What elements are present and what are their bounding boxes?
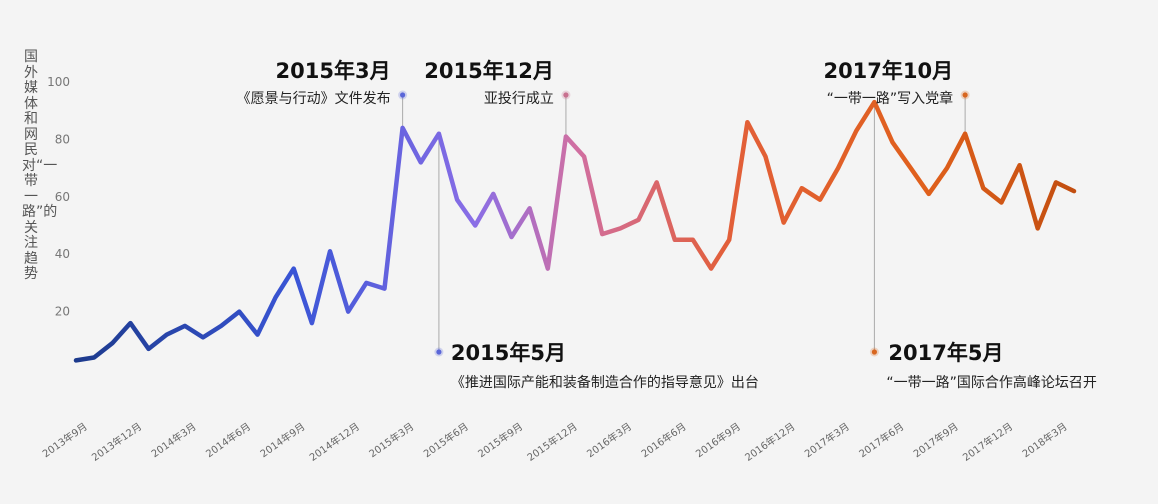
data-point — [273, 295, 277, 299]
y-tick-label: 40 — [55, 247, 70, 261]
x-tick-label: 2014年3月 — [149, 420, 199, 460]
data-point — [564, 134, 568, 138]
data-point — [110, 341, 114, 345]
data-point — [310, 321, 314, 325]
data-point — [255, 332, 259, 336]
data-point — [1036, 226, 1040, 230]
data-point — [364, 281, 368, 285]
data-point — [673, 238, 677, 242]
x-tick-label: 2016年9月 — [693, 420, 743, 460]
data-point — [219, 324, 223, 328]
annotation-title: 2015年12月 — [424, 59, 554, 83]
annotation-desc: “一带一路”国际合作高峰论坛召开 — [886, 374, 1097, 391]
y-tick-label: 20 — [55, 305, 70, 319]
data-point — [727, 238, 731, 242]
data-point — [800, 186, 804, 190]
annotation-title: 2017年10月 — [823, 59, 953, 83]
x-tick-label: 2015年6月 — [421, 420, 471, 460]
data-point — [491, 192, 495, 196]
x-tick-label: 2018年3月 — [1020, 420, 1070, 460]
data-point — [600, 232, 604, 236]
annotation-title: 2017年5月 — [888, 341, 1003, 365]
annotation-desc: 亚投行成立 — [484, 91, 554, 107]
y-tick-label: 80 — [55, 132, 70, 146]
data-point — [781, 220, 785, 224]
x-tick-label: 2015年9月 — [475, 420, 525, 460]
data-point — [146, 347, 150, 351]
y-tick-label: 100 — [47, 75, 70, 89]
data-point — [654, 180, 658, 184]
x-tick-label: 2013年9月 — [40, 420, 90, 460]
data-point — [890, 140, 894, 144]
x-tick-label: 2013年12月 — [89, 420, 144, 464]
x-tick-label: 2014年12月 — [307, 420, 362, 464]
data-point — [927, 192, 931, 196]
series-line — [73, 99, 1077, 363]
data-point — [618, 226, 622, 230]
data-point — [74, 358, 78, 362]
data-point — [165, 332, 169, 336]
data-point — [908, 166, 912, 170]
data-point — [509, 235, 513, 239]
annotation-title: 2015年3月 — [276, 59, 391, 83]
data-point — [382, 286, 386, 290]
data-point — [836, 166, 840, 170]
data-point — [1017, 163, 1021, 167]
data-point — [527, 206, 531, 210]
data-point — [691, 238, 695, 242]
annotation-dot — [962, 92, 968, 98]
annotation-title: 2015年5月 — [451, 341, 566, 365]
data-point — [128, 321, 132, 325]
data-point — [237, 309, 241, 313]
data-point — [292, 266, 296, 270]
x-tick-label: 2017年9月 — [911, 420, 961, 460]
x-tick-label: 2014年9月 — [258, 420, 308, 460]
data-point — [1054, 180, 1058, 184]
y-tick-label: 60 — [55, 190, 70, 204]
annotation-desc: “一带一路”写入党章 — [827, 90, 954, 107]
data-point — [437, 131, 441, 135]
data-point — [999, 200, 1003, 204]
data-point — [473, 223, 477, 227]
data-point — [92, 355, 96, 359]
data-point — [945, 166, 949, 170]
x-tick-label: 2017年3月 — [802, 420, 852, 460]
x-tick-label: 2017年12月 — [960, 420, 1015, 464]
data-point — [981, 186, 985, 190]
x-tick-label: 2015年3月 — [366, 420, 416, 460]
x-tick-label: 2016年6月 — [639, 420, 689, 460]
data-point — [346, 309, 350, 313]
annotation-dot — [871, 349, 878, 355]
data-point — [854, 129, 858, 133]
x-tick-label: 2015年12月 — [525, 420, 580, 464]
x-tick-label: 2016年12月 — [742, 420, 797, 464]
x-tick-label: 2016年3月 — [584, 420, 634, 460]
data-point — [1072, 189, 1076, 193]
data-point — [400, 126, 404, 130]
data-point — [745, 120, 749, 124]
data-point — [763, 154, 767, 158]
data-point — [201, 335, 205, 339]
data-point — [818, 197, 822, 201]
annotation-desc: 《推进国际产能和装备制造合作的指导意见》出台 — [451, 374, 759, 391]
annotations — [402, 95, 966, 352]
data-point — [419, 160, 423, 164]
data-point — [328, 249, 332, 253]
annotation-dot — [563, 92, 569, 98]
data-point — [709, 266, 713, 270]
data-point — [546, 266, 550, 270]
data-point — [455, 197, 459, 201]
annotation-dot — [400, 92, 406, 98]
annotation-dot — [436, 349, 442, 355]
data-point — [183, 324, 187, 328]
x-tick-label: 2014年6月 — [203, 420, 253, 460]
data-point — [582, 154, 586, 158]
data-point — [636, 218, 640, 222]
annotation-desc: 《愿景与行动》文件发布 — [237, 91, 391, 107]
data-point — [963, 131, 967, 135]
x-tick-label: 2017年6月 — [856, 420, 906, 460]
